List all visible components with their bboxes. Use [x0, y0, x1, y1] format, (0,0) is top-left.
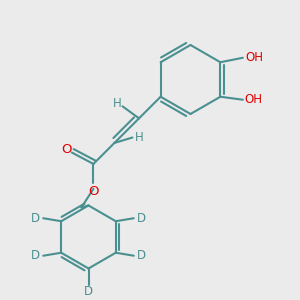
Text: O: O [61, 143, 72, 156]
Text: D: D [137, 212, 146, 225]
Text: OH: OH [244, 93, 262, 106]
Text: O: O [88, 185, 99, 198]
Text: H: H [135, 131, 143, 144]
Text: H: H [113, 98, 122, 110]
Text: D: D [31, 249, 40, 262]
Text: D: D [137, 249, 146, 262]
Text: OH: OH [245, 51, 263, 64]
Text: D: D [31, 212, 40, 225]
Text: D: D [84, 285, 93, 298]
